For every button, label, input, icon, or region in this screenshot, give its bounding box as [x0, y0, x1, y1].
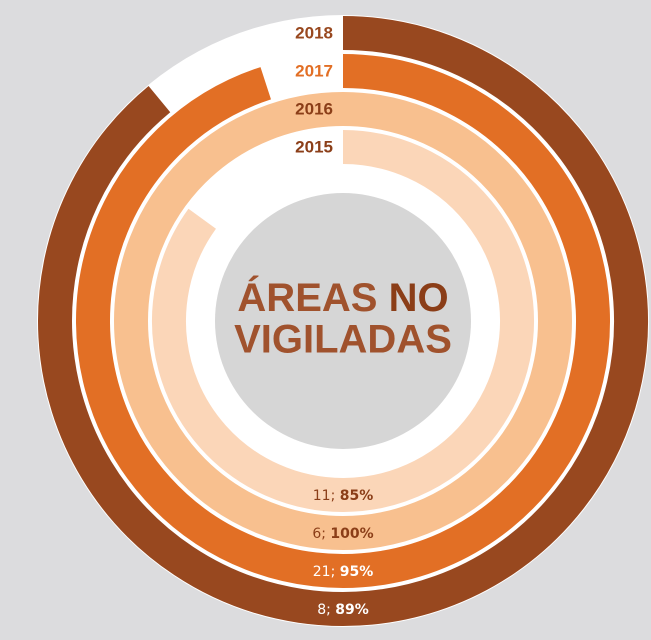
value-label: 6; 100% — [312, 526, 373, 542]
year-label: 2016 — [295, 99, 333, 118]
count: 6 — [312, 526, 321, 542]
ring-bar — [38, 16, 648, 626]
year-label: 2018 — [295, 23, 333, 42]
center-title-line2: VIGILADAS — [234, 318, 452, 362]
ring-bar — [76, 54, 610, 588]
value-label: 8; 89% — [317, 602, 369, 618]
count: 11 — [313, 488, 331, 504]
center-title-line1: ÁREAS NO — [237, 275, 448, 320]
center-circle — [215, 193, 471, 449]
title-part: NO — [389, 276, 449, 320]
value-label: 11; 85% — [313, 488, 374, 504]
value-label: 21; 95% — [313, 564, 374, 580]
separator: ; — [331, 488, 336, 504]
separator: ; — [326, 602, 331, 618]
count: 8 — [317, 602, 326, 618]
title-part: ÁREAS — [237, 275, 377, 320]
count: 21 — [313, 564, 331, 580]
percent: 89% — [335, 602, 369, 618]
percent: 95% — [340, 564, 374, 580]
ring-bar — [152, 130, 534, 512]
year-label: 2017 — [295, 61, 333, 80]
separator: ; — [321, 526, 326, 542]
percent: 100% — [330, 526, 373, 542]
separator: ; — [331, 564, 336, 580]
percent: 85% — [340, 488, 374, 504]
ring-bar — [114, 92, 572, 551]
year-label: 2015 — [295, 137, 333, 156]
